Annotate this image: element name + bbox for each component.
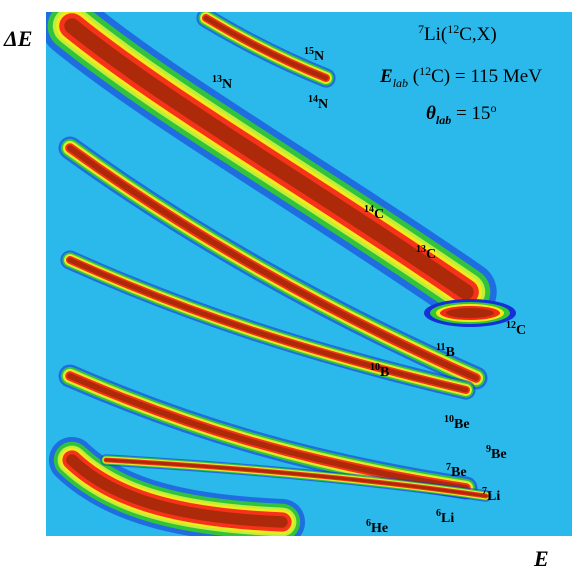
isotope-label-14c: 14C xyxy=(364,204,384,222)
isotope-label-7li: 7Li xyxy=(482,486,500,504)
y-axis-label: ΔE xyxy=(4,26,33,51)
isotope-label-13c: 13C xyxy=(416,244,436,262)
band-helium-6 xyxy=(48,436,306,546)
pid-density-map: 15N 13N 14N 14C 13C 12C 11B 10B 10Be 9Be 7Be 7Li 6Li… xyxy=(41,0,542,546)
band-boron-11-layer-5 xyxy=(67,145,479,381)
isotope-label-9be: 9Be xyxy=(486,444,507,462)
band-lithium-layer-5 xyxy=(104,458,488,498)
plot-area: 15N 13N 14N 14C 13C 12C 11B 10B 10Be 9Be 7Be 7Li 6Li… xyxy=(41,0,572,546)
band-beryllium-10-layer-5 xyxy=(67,257,469,393)
isotope-label-11b: 11B xyxy=(436,342,455,360)
band-carbon-14 xyxy=(41,0,497,323)
band-boron-11 xyxy=(58,136,488,390)
isotope-label-12c: 12C xyxy=(506,320,526,338)
band-carbon-14-layer-5 xyxy=(64,18,474,300)
isotope-label-layer: 15N 13N 14N 14C 13C 12C 11B 10B 10Be 9Be 7Be 7Li 6Li… xyxy=(212,46,526,536)
isotope-label-10be: 10Be xyxy=(444,414,470,432)
band-helium-6-layer-5 xyxy=(66,454,288,528)
band-beryllium-10 xyxy=(60,250,476,400)
band-nitrogen-layer-5 xyxy=(203,15,329,81)
band-beryllium-7 xyxy=(58,364,478,500)
angle-text: θlab = 15o xyxy=(426,101,496,127)
band-layer xyxy=(41,0,516,546)
isotope-label-7be: 7Be xyxy=(446,462,467,480)
band-lithium xyxy=(100,454,492,502)
isotope-label-13n: 13N xyxy=(212,74,232,92)
x-axis-label: E xyxy=(534,546,549,571)
isotope-label-10b: 10B xyxy=(370,362,389,380)
band-nitrogen xyxy=(196,8,336,88)
isotope-label-14n: 14N xyxy=(308,94,328,112)
carbon-12-blob-layer-4 xyxy=(446,308,494,318)
band-beryllium-7-layer-5 xyxy=(67,373,469,491)
reaction-annotation: 7Li(12C,X) Elab (12C) = 115 MeV θlab = 1… xyxy=(379,22,542,127)
reaction-text: 7Li(12C,X) xyxy=(418,22,497,45)
isotope-label-15n: 15N xyxy=(304,46,324,64)
isotope-label-6he: 6He xyxy=(366,518,388,536)
energy-text: Elab (12C) = 115 MeV xyxy=(379,64,542,90)
isotope-label-6li: 6Li xyxy=(436,508,454,526)
band-carbon-12-blob xyxy=(424,299,516,327)
